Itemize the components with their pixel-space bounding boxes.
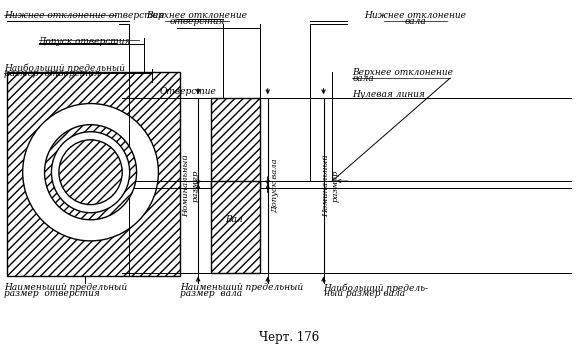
Text: Наименьший предельный: Наименьший предельный: [180, 283, 303, 292]
Text: Нижнее отклонение: Нижнее отклонение: [365, 11, 466, 20]
Text: Номинальный
размер: Номинальный размер: [323, 154, 340, 217]
Text: Нулевая линия: Нулевая линия: [352, 90, 425, 99]
Ellipse shape: [51, 132, 129, 213]
Text: размер  отверстия: размер отверстия: [4, 69, 100, 78]
Ellipse shape: [23, 104, 158, 241]
Ellipse shape: [45, 125, 136, 220]
Bar: [7, 72, 180, 276]
Text: Допуск вала: Допуск вала: [271, 158, 279, 213]
Text: Наибольший предель-: Наибольший предель-: [324, 283, 428, 293]
Text: Верхнее отклонение: Верхнее отклонение: [352, 68, 453, 77]
Text: ный размер вала: ный размер вала: [324, 289, 405, 298]
Text: Верхнее отклонение: Верхнее отклонение: [146, 11, 247, 20]
Text: Вал: Вал: [225, 215, 243, 224]
Text: размер  вала: размер вала: [180, 289, 242, 298]
Text: Номинальный
размер: Номинальный размер: [182, 154, 199, 217]
Text: Отверстие: Отверстие: [160, 87, 217, 97]
Text: Наименьший предельный: Наименьший предельный: [4, 283, 127, 292]
Bar: [212, 181, 260, 273]
Text: Черт. 176: Черт. 176: [259, 331, 319, 344]
Text: размер  отверстия: размер отверстия: [4, 289, 100, 298]
Text: Наибольший предельный: Наибольший предельный: [4, 63, 125, 72]
Text: Нижнее отклонение отверстия: Нижнее отклонение отверстия: [4, 11, 165, 20]
Text: отверстия: отверстия: [169, 17, 225, 26]
Text: Допуск отверстия: Допуск отверстия: [39, 37, 131, 45]
Text: вала: вала: [405, 17, 427, 26]
Ellipse shape: [59, 140, 122, 204]
Bar: [212, 98, 260, 188]
Text: вала: вала: [352, 74, 374, 83]
